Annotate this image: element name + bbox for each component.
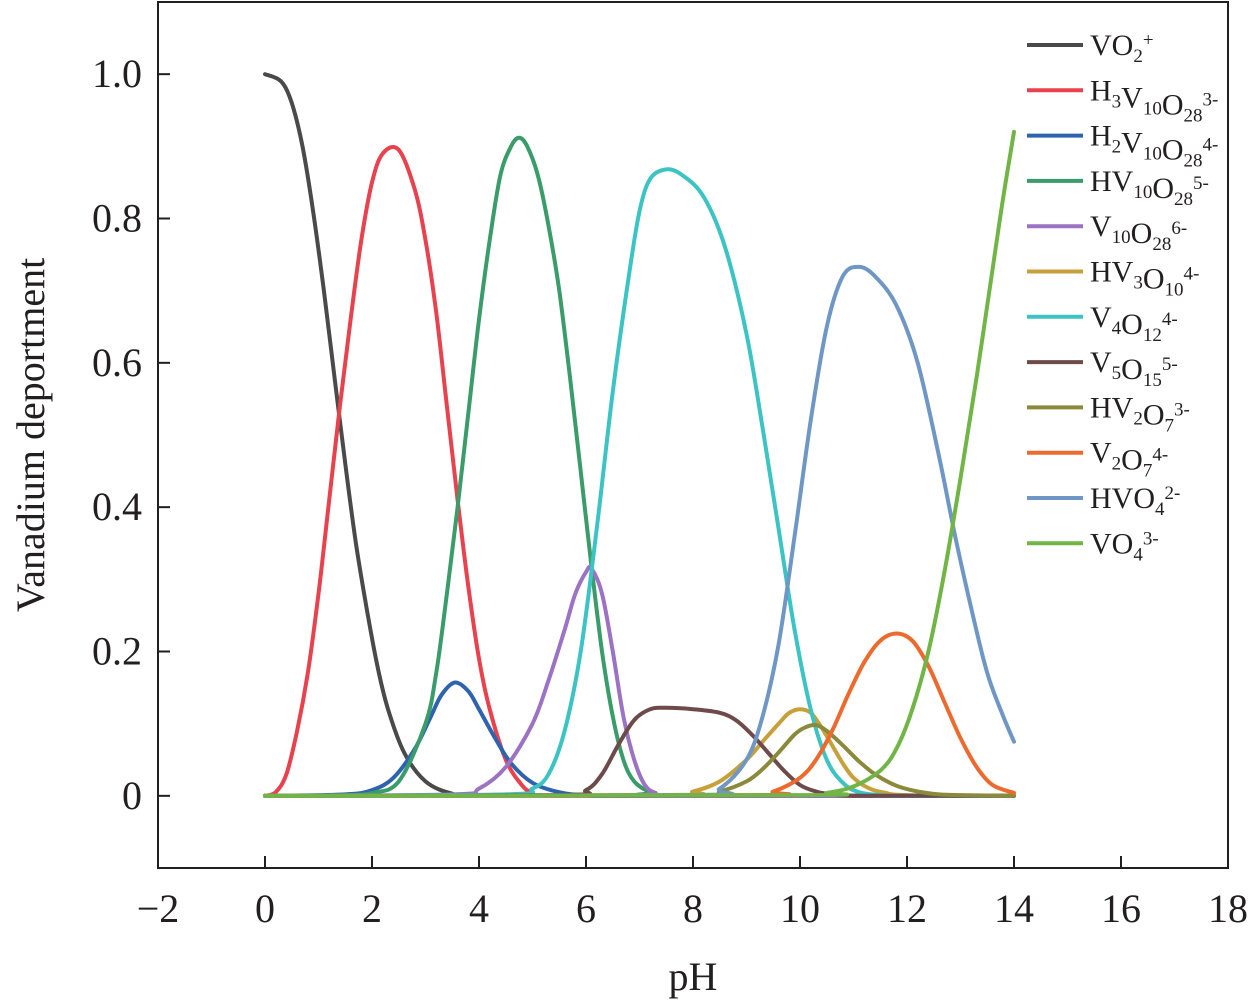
- series-line-4: [263, 564, 1016, 798]
- y-tick-label: 1.0: [92, 51, 142, 96]
- x-tick-label: 14: [994, 886, 1034, 931]
- x-tick-label: 4: [469, 886, 489, 931]
- legend-label-11: VO43-: [1090, 527, 1159, 565]
- series-line-7: [263, 705, 1016, 798]
- legend-label-9: V2O74-: [1090, 437, 1168, 482]
- x-axis-ticks: −2 0 2 4 6 8 10 12 14 16 18: [137, 856, 1248, 931]
- y-tick-label: 0.4: [92, 484, 142, 529]
- x-tick-label: 2: [362, 886, 382, 931]
- y-tick-label: 0.8: [92, 196, 142, 241]
- legend-label-1: H3V10O283-: [1090, 74, 1218, 126]
- y-tick-label: 0: [122, 773, 142, 818]
- series-line-6: [263, 167, 1016, 798]
- y-tick-label: 0.2: [92, 629, 142, 674]
- series-line-11: [263, 129, 1016, 798]
- legend-label-6: V4O124-: [1090, 301, 1178, 346]
- legend-label-10: HVO42-: [1090, 482, 1180, 520]
- plot-frame: [157, 1, 1229, 869]
- x-tick-label: 6: [576, 886, 596, 931]
- legend-label-3: HV10O285-: [1090, 165, 1209, 210]
- legend-label-4: V10O286-: [1090, 210, 1187, 255]
- legend-label-7: V5O155-: [1090, 346, 1178, 391]
- legend-label-0: VO2+: [1090, 29, 1154, 67]
- y-tick-label: 0.6: [92, 340, 142, 385]
- legend-label-8: HV2O73-: [1090, 391, 1190, 436]
- series-layer: [263, 72, 1016, 798]
- legend: VO2+ H3V10O283-H2V10O284-HV10O285-V10O286…: [1027, 29, 1218, 565]
- x-tick-label: 10: [780, 886, 820, 931]
- x-axis-title: pH: [669, 954, 718, 999]
- legend-label-2: H2V10O284-: [1090, 120, 1218, 172]
- x-tick-label: 16: [1101, 886, 1141, 931]
- series-line-3: [263, 135, 1016, 798]
- x-tick-label: 18: [1208, 886, 1248, 931]
- series-line-0: [263, 72, 1016, 798]
- series-line-1: [263, 144, 1016, 798]
- x-tick-label: 8: [683, 886, 703, 931]
- y-axis-ticks: 0 0.2 0.4 0.6 0.8 1.0: [92, 51, 170, 818]
- series-line-10: [263, 264, 1016, 798]
- y-axis-title: Vanadium deportment: [8, 258, 53, 612]
- series-line-5: [263, 707, 1016, 798]
- x-tick-label: 0: [255, 886, 275, 931]
- x-tick-label: −2: [137, 886, 180, 931]
- legend-label-5: HV3O104-: [1090, 256, 1199, 301]
- x-tick-label: 12: [887, 886, 927, 931]
